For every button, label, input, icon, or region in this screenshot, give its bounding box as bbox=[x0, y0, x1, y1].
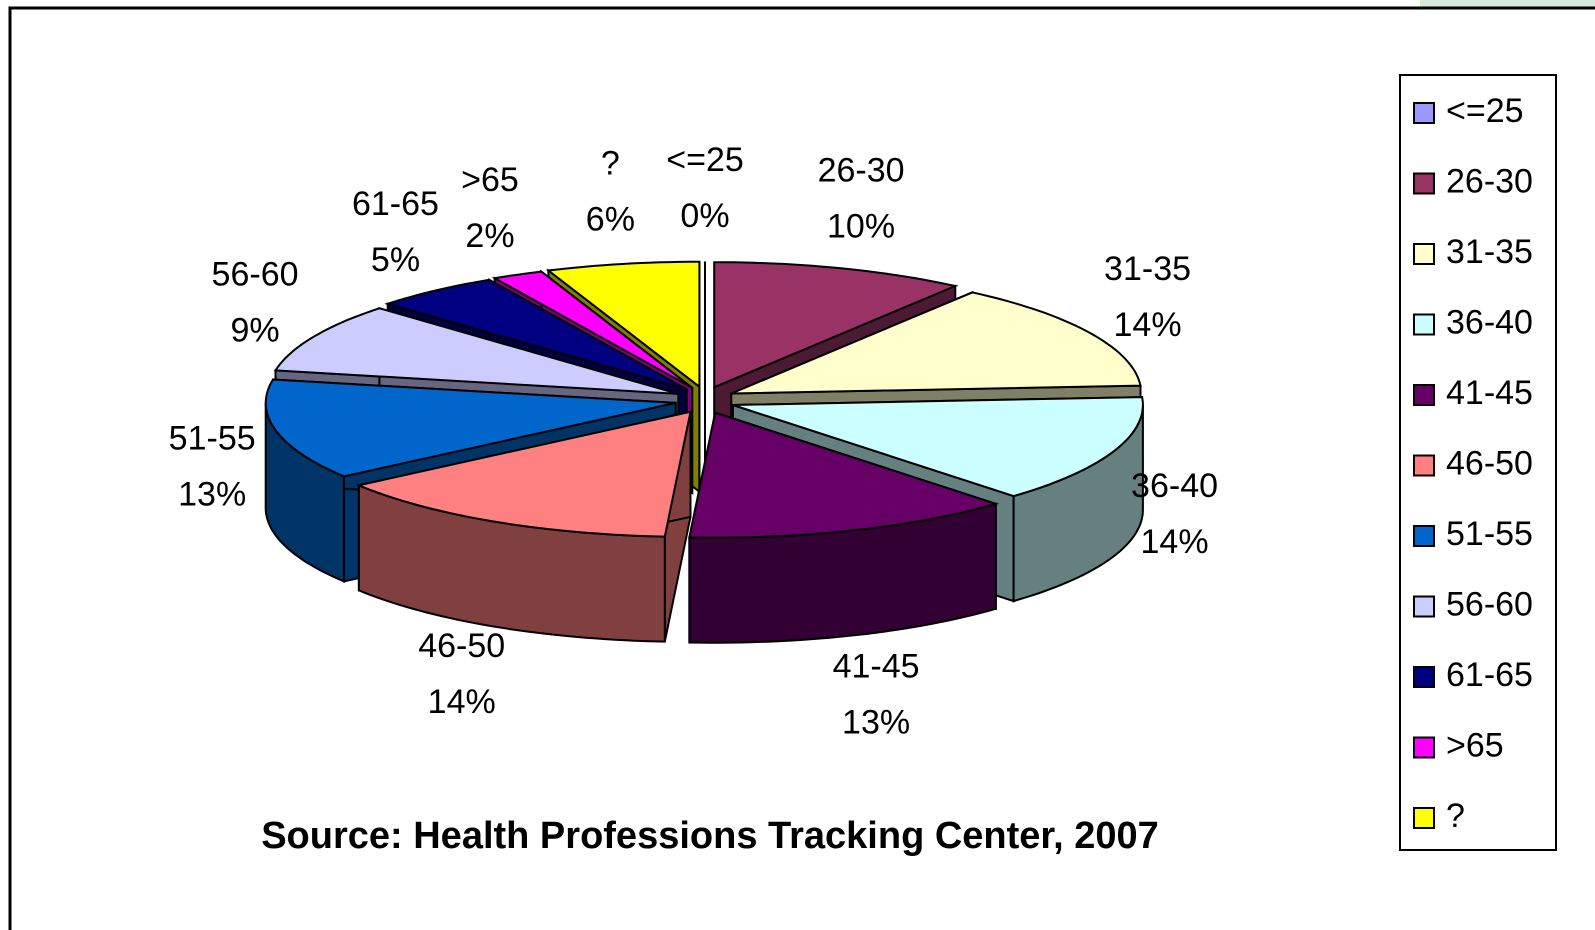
legend-swatch bbox=[1413, 384, 1435, 406]
legend-swatch bbox=[1413, 736, 1435, 759]
slice-top bbox=[688, 411, 1000, 539]
data-label-value: 13% bbox=[178, 476, 246, 514]
legend-swatch bbox=[1413, 807, 1435, 829]
slice-top bbox=[491, 270, 693, 389]
data-label-value: 14% bbox=[1141, 523, 1209, 561]
legend-label: 46-50 bbox=[1446, 444, 1533, 482]
slice-top bbox=[545, 260, 701, 389]
data-label-category: 31-35 bbox=[1104, 250, 1191, 288]
legend-label: 36-40 bbox=[1446, 303, 1533, 341]
data-label-category: 36-40 bbox=[1131, 467, 1218, 505]
data-label-category: <=25 bbox=[666, 141, 744, 179]
slice-top bbox=[730, 291, 1142, 395]
slice-top bbox=[273, 307, 679, 395]
legend-label: ? bbox=[1446, 797, 1465, 835]
data-label-category: >65 bbox=[461, 161, 519, 199]
data-label-category: 51-55 bbox=[169, 420, 256, 458]
chart-title: Source: Health Professions Tracking Cent… bbox=[261, 815, 1159, 857]
data-label-category: 61-65 bbox=[352, 185, 439, 223]
legend-swatch bbox=[1413, 595, 1435, 618]
slice bbox=[688, 411, 1000, 644]
legend-label: 26-30 bbox=[1446, 162, 1533, 200]
data-label-value: 0% bbox=[680, 197, 729, 235]
slice bbox=[355, 410, 692, 643]
legend-swatch bbox=[1413, 313, 1435, 336]
data-label-category: ? bbox=[601, 145, 620, 183]
data-label-category: 41-45 bbox=[833, 647, 920, 685]
legend-label: 61-65 bbox=[1446, 656, 1533, 694]
data-label-category: 56-60 bbox=[212, 256, 299, 294]
legend-label: 56-60 bbox=[1446, 585, 1533, 623]
legend-label: 51-55 bbox=[1446, 515, 1533, 553]
corner-decoration bbox=[1420, 0, 1595, 8]
legend-label: >65 bbox=[1446, 726, 1504, 764]
data-label-value: 5% bbox=[371, 241, 420, 279]
legend-swatch bbox=[1413, 102, 1435, 124]
legend-label: 31-35 bbox=[1446, 233, 1533, 271]
slice-top bbox=[713, 261, 959, 389]
legend-swatch bbox=[1413, 454, 1435, 477]
slice-top bbox=[264, 378, 676, 478]
slice-top bbox=[355, 410, 692, 538]
data-label-value: 6% bbox=[586, 201, 635, 239]
legend-swatch bbox=[1413, 172, 1435, 195]
data-label-category: 26-30 bbox=[818, 151, 905, 189]
data-label-value: 14% bbox=[1114, 306, 1182, 344]
data-label-category: 46-50 bbox=[418, 627, 505, 665]
frame bbox=[8, 6, 1595, 930]
data-label-value: 14% bbox=[428, 683, 496, 721]
data-label-value: 13% bbox=[842, 703, 910, 741]
slice-top bbox=[384, 278, 688, 391]
data-label-value: 2% bbox=[465, 217, 514, 255]
data-label-value: 9% bbox=[230, 312, 279, 350]
data-label-value: 10% bbox=[827, 207, 895, 245]
legend-swatch bbox=[1413, 243, 1435, 265]
legend-label: <=25 bbox=[1446, 92, 1524, 130]
slice-top bbox=[732, 396, 1144, 498]
legend-swatch bbox=[1413, 666, 1435, 688]
legend-swatch bbox=[1413, 525, 1435, 547]
legend-label: 41-45 bbox=[1446, 374, 1533, 412]
